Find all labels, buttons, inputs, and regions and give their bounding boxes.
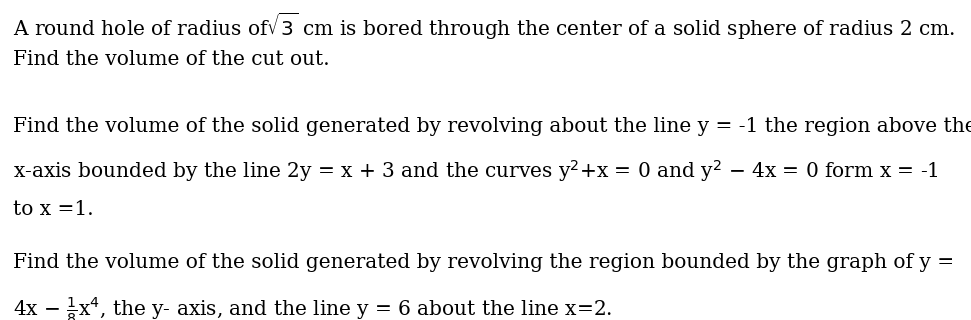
Text: A round hole of radius of$\sqrt{3}$ cm is bored through the center of a solid sp: A round hole of radius of$\sqrt{3}$ cm i… (13, 11, 955, 43)
Text: 4x $-$ $\frac{1}{8}$x$^{4}$, the y- axis, and the line y = 6 about the line x=2.: 4x $-$ $\frac{1}{8}$x$^{4}$, the y- axis… (13, 296, 612, 320)
Text: x-axis bounded by the line 2y = x + 3 and the curves y$^{2}$+x = 0 and y$^{2}$ $: x-axis bounded by the line 2y = x + 3 an… (13, 158, 939, 184)
Text: to x =1.: to x =1. (13, 200, 93, 219)
Text: Find the volume of the solid generated by revolving about the line y = -1 the re: Find the volume of the solid generated b… (13, 117, 971, 136)
Text: Find the volume of the solid generated by revolving the region bounded by the gr: Find the volume of the solid generated b… (13, 253, 954, 272)
Text: Find the volume of the cut out.: Find the volume of the cut out. (13, 50, 329, 68)
